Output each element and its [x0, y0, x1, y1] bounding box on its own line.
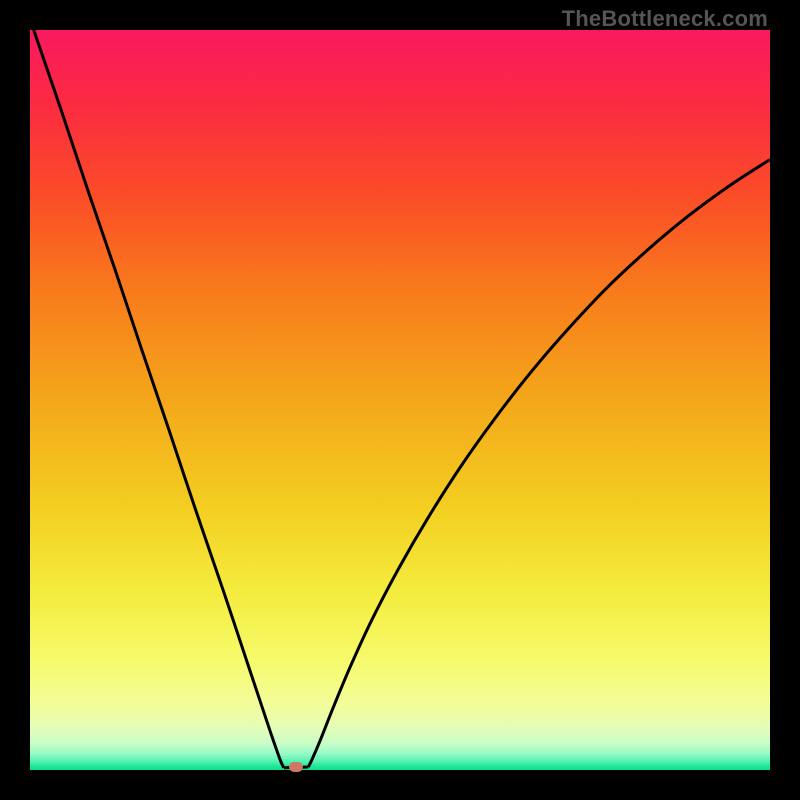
chart-canvas: TheBottleneck.com: [0, 0, 800, 800]
bottleneck-curve: [30, 30, 770, 770]
optimum-marker: [289, 762, 303, 772]
watermark-text: TheBottleneck.com: [562, 6, 768, 32]
curve-path: [34, 30, 770, 768]
